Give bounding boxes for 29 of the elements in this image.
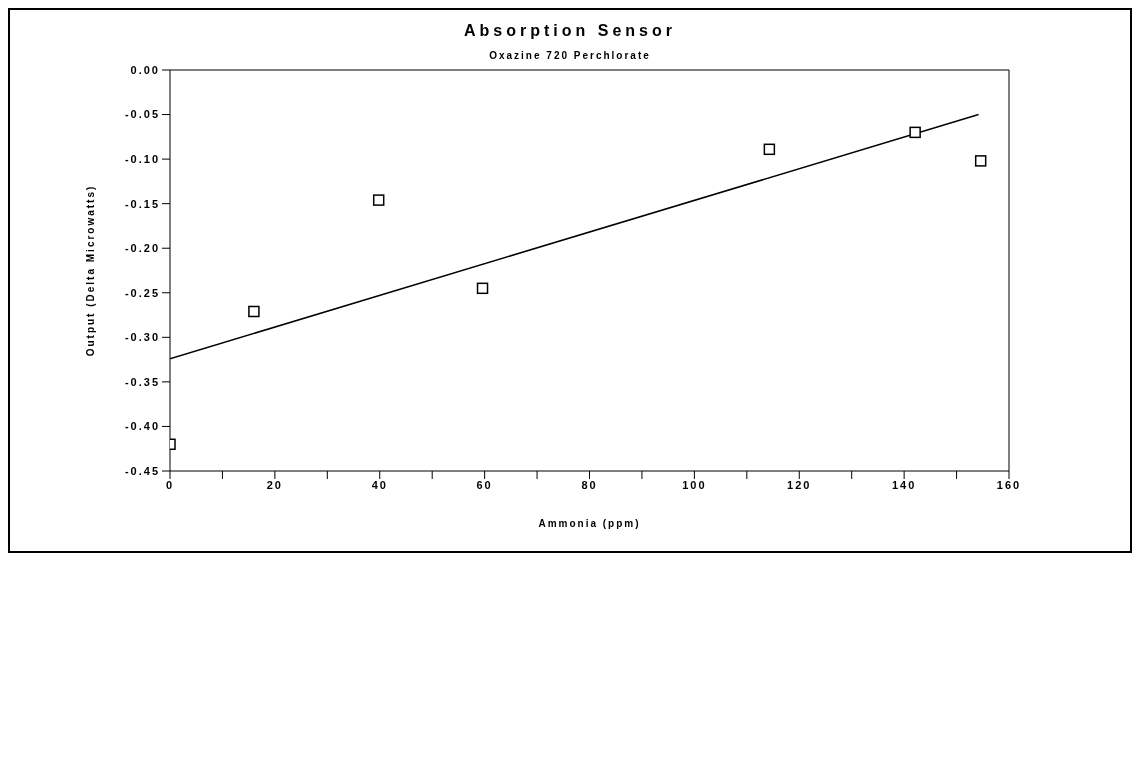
y-tick-label: -0.20: [124, 242, 160, 255]
point: [476, 282, 489, 295]
point: [909, 126, 921, 139]
y-tick-label: -0.35: [124, 375, 160, 388]
y-tick-label: -0.25: [124, 286, 160, 299]
x-tick-label: 160: [996, 478, 1022, 491]
point: [974, 155, 987, 167]
chart-title: Absorption Sensor: [463, 22, 677, 40]
chart-subtitle: Oxazine 720 Perchlorate: [488, 50, 652, 61]
y-tick-label: -0.30: [124, 331, 160, 344]
point: [248, 305, 260, 318]
x-tick-label: 140: [891, 478, 917, 491]
y-axis-title: Output (Delta Microwatts): [84, 184, 96, 357]
x-axis-title: Ammonia (ppm): [538, 518, 641, 529]
x-tick-label: 0: [165, 478, 175, 491]
y-tick-label: -0.45: [124, 464, 160, 477]
x-tick-label: 120: [787, 478, 812, 491]
x-tick-label: 80: [581, 478, 598, 491]
y-tick-label: -0.10: [124, 153, 160, 166]
y-tick-label: 0.00: [130, 63, 160, 76]
y-tick-label: -0.15: [124, 197, 160, 210]
x-tick-label: 40: [371, 478, 388, 491]
x-tick-label: 100: [682, 478, 707, 491]
y-tick-label: -0.05: [124, 108, 160, 121]
x-tick-label: 60: [476, 478, 493, 491]
point: [372, 194, 385, 206]
point: [763, 143, 776, 156]
x-tick-label: 20: [266, 478, 283, 491]
y-tick-label: -0.40: [124, 420, 160, 433]
